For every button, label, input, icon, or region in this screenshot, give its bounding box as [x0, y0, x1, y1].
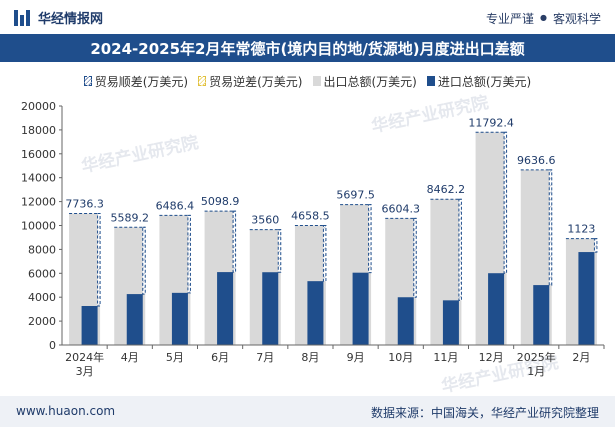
footer: www.huaon.com 数据来源：中国海关，华经产业研究院整理 [0, 396, 615, 427]
footer-website-link[interactable]: www.huaon.com [16, 404, 116, 418]
y-tick-label: 4000 [28, 291, 56, 304]
y-tick-label: 10000 [21, 220, 56, 233]
x-tick-label: 3月 [76, 365, 94, 378]
x-tick-label: 4月 [121, 351, 139, 364]
bar-surplus[interactable] [322, 225, 327, 282]
y-tick-label: 20000 [21, 100, 56, 113]
legend-swatch-surplus [83, 76, 92, 86]
bar-surplus[interactable] [548, 169, 553, 286]
bar-surplus[interactable] [232, 210, 237, 273]
y-tick-label: 14000 [21, 172, 56, 185]
bar-import[interactable] [81, 305, 98, 345]
x-tick-label: 1月 [527, 365, 545, 378]
brand-name: 华经情报网 [38, 12, 104, 27]
data-label-surplus: 3560 [251, 214, 279, 227]
data-label-surplus: 5697.5 [336, 189, 375, 202]
x-tick-label: 12月 [479, 351, 504, 364]
legend-item-deficit[interactable]: 贸易逆差(万美元) [198, 73, 303, 90]
legend-swatch-import [426, 76, 435, 86]
bar-surplus[interactable] [97, 213, 101, 307]
y-tick-label: 6000 [28, 267, 56, 280]
y-tick-label: 12000 [21, 196, 56, 209]
tagline-separator: ● [540, 13, 547, 22]
y-tick-label: 18000 [21, 124, 56, 137]
chart-legend: 贸易顺差(万美元) 贸易逆差(万美元) 出口总额(万美元) 进口总额(万美元) [0, 70, 615, 92]
bar-import[interactable] [442, 300, 459, 345]
brand[interactable]: 华经情报网 [14, 8, 103, 27]
bar-import[interactable] [578, 252, 595, 345]
bar-surplus[interactable] [458, 198, 462, 301]
data-labels-group: 7736.3 5589.2 6486.4 5098.9 3560 4658.5 5697.5… [65, 116, 595, 235]
x-tick-label: 2025年 [517, 350, 556, 364]
legend-swatch-export [312, 76, 321, 86]
bar-surplus[interactable] [187, 214, 191, 294]
bar-import[interactable] [352, 272, 369, 345]
bar-import[interactable] [126, 294, 143, 345]
bar-surplus[interactable] [503, 131, 508, 274]
data-label-surplus: 5098.9 [201, 195, 240, 208]
legend-label-surplus: 贸易顺差(万美元) [94, 74, 189, 89]
legend-label-deficit: 贸易逆差(万美元) [209, 74, 303, 89]
y-axis: 0 2000 4000 6000 8000 10000 12000 14000 16000 180… [21, 100, 63, 352]
bar-import[interactable] [397, 297, 414, 345]
bar-surplus[interactable] [142, 226, 146, 295]
y-tick-label: 0 [49, 339, 56, 352]
bars-group [69, 131, 598, 345]
bar-surplus[interactable] [277, 229, 282, 273]
x-tick-label: 6月 [211, 351, 229, 364]
legend-item-import[interactable]: 进口总额(万美元) [426, 73, 532, 90]
y-tick-label: 16000 [21, 148, 56, 161]
legend-item-export[interactable]: 出口总额(万美元) [312, 73, 417, 90]
data-label-surplus: 5589.2 [111, 211, 150, 224]
data-label-surplus: 8462.2 [427, 183, 466, 196]
bar-import[interactable] [262, 272, 279, 345]
data-label-surplus: 4658.5 [291, 210, 330, 223]
x-tick-label: 2月 [572, 351, 590, 364]
chart-title: 2024-2025年2月年常德市(境内目的地/货源地)月度进出口差额 [90, 39, 525, 58]
legend-swatch-deficit [198, 76, 207, 86]
x-tick-label: 10月 [388, 351, 413, 364]
bar-surplus[interactable] [413, 217, 417, 298]
title-bar: 2024-2025年2月年常德市(境内目的地/货源地)月度进出口差额 [0, 34, 615, 62]
bar-chart: 0 2000 4000 6000 8000 10000 12000 14000 16000 180… [21, 100, 605, 378]
tagline: 专业严谨 ● 客观科学 [486, 10, 601, 27]
tagline-left: 专业严谨 [485, 12, 534, 26]
legend-item-surplus[interactable]: 贸易顺差(万美元) [83, 73, 189, 90]
x-tick-label: 8月 [301, 351, 319, 364]
x-tick-label: 9月 [347, 351, 365, 364]
data-label-surplus: 7736.3 [65, 198, 104, 211]
bar-import[interactable] [488, 273, 505, 345]
tagline-right: 客观科学 [552, 12, 601, 26]
footer-source: 数据来源：中国海关，华经产业研究院整理 [370, 406, 599, 420]
x-tick-label: 2024年 [65, 350, 104, 364]
bar-import[interactable] [533, 285, 550, 345]
x-tick-label: 11月 [433, 351, 458, 364]
x-tick-label: 5月 [166, 351, 184, 364]
bar-import[interactable] [171, 292, 188, 345]
data-label-surplus: 11792.4 [468, 116, 514, 129]
data-label-surplus: 6486.4 [156, 199, 195, 212]
data-label-surplus: 6604.3 [382, 202, 421, 215]
bar-surplus[interactable] [368, 204, 372, 274]
data-label-surplus: 9636.6 [517, 154, 556, 167]
top-bar: 华经情报网 专业严谨 ● 客观科学 [0, 0, 615, 34]
legend-label-import: 进口总额(万美元) [437, 74, 532, 89]
bar-import[interactable] [217, 272, 234, 345]
brand-logo-icon [14, 9, 30, 26]
bar-import[interactable] [307, 281, 324, 345]
x-tick-label: 7月 [256, 351, 274, 364]
y-tick-label: 8000 [28, 243, 56, 256]
bar-surplus[interactable] [593, 238, 598, 253]
y-tick-label: 2000 [28, 315, 56, 328]
legend-label-export: 出口总额(万美元) [323, 74, 417, 89]
data-label-surplus: 1123 [567, 223, 595, 236]
